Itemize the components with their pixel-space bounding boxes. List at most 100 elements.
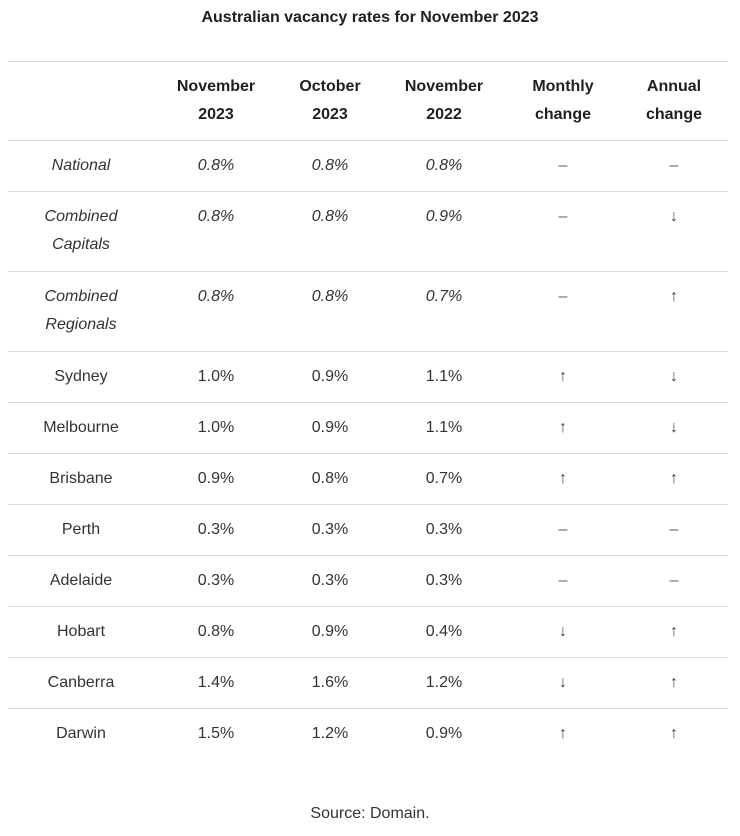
region-name: Adelaide bbox=[49, 572, 113, 589]
table-row: National 0.8% 0.8% 0.8% – – bbox=[8, 140, 728, 192]
rate-nov2022: 0.7% bbox=[425, 470, 463, 487]
header-annual-change-line1: Annual bbox=[646, 78, 702, 95]
rate-nov2023-cell: 0.8% bbox=[154, 140, 278, 192]
monthly-change-indicator: – bbox=[558, 208, 568, 225]
rate-oct2023-cell: 1.6% bbox=[278, 657, 382, 709]
region-cell: Sydney bbox=[8, 351, 154, 403]
annual-change-indicator: – bbox=[669, 521, 679, 538]
annual-change-cell: ↓ bbox=[620, 191, 728, 272]
rate-nov2023-cell: 0.8% bbox=[154, 606, 278, 658]
table-row: Sydney 1.0% 0.9% 1.1% ↑ ↓ bbox=[8, 351, 728, 403]
rate-nov2022-cell: 0.7% bbox=[382, 453, 506, 505]
annual-change-indicator: ↑ bbox=[670, 470, 678, 487]
header-nov-2023: November 2023 bbox=[154, 61, 278, 141]
rate-nov2023: 0.3% bbox=[197, 572, 235, 589]
monthly-change-cell: ↑ bbox=[506, 709, 620, 760]
rate-oct2023: 0.3% bbox=[311, 521, 349, 538]
region-name: Hobart bbox=[56, 623, 106, 640]
vacancy-rates-table: November 2023 October 2023 November 2022… bbox=[8, 61, 728, 760]
rate-nov2023: 1.5% bbox=[197, 725, 235, 742]
annual-change-indicator: – bbox=[669, 157, 679, 174]
annual-change-cell: – bbox=[620, 504, 728, 556]
rate-nov2023: 1.0% bbox=[197, 368, 235, 385]
rate-oct2023: 0.8% bbox=[311, 470, 349, 487]
rate-nov2023: 1.4% bbox=[197, 674, 235, 691]
monthly-change-indicator: ↓ bbox=[559, 674, 567, 691]
annual-change-indicator: ↓ bbox=[670, 419, 678, 436]
annual-change-cell: – bbox=[620, 555, 728, 607]
rate-nov2023-cell: 0.9% bbox=[154, 453, 278, 505]
monthly-change-indicator: – bbox=[558, 572, 568, 589]
rate-nov2023: 1.0% bbox=[197, 419, 235, 436]
header-region bbox=[8, 61, 154, 141]
monthly-change-indicator: ↑ bbox=[559, 470, 567, 487]
rate-oct2023: 0.9% bbox=[311, 419, 349, 436]
rate-nov2022: 0.4% bbox=[425, 623, 463, 640]
monthly-change-cell: – bbox=[506, 271, 620, 352]
annual-change-indicator: ↓ bbox=[670, 208, 678, 225]
monthly-change-indicator: – bbox=[558, 288, 568, 305]
annual-change-indicator: – bbox=[669, 572, 679, 589]
annual-change-cell: ↑ bbox=[620, 271, 728, 352]
rate-nov2022: 1.2% bbox=[425, 674, 463, 691]
table-header: November 2023 October 2023 November 2022… bbox=[8, 61, 728, 141]
region-cell: Hobart bbox=[8, 606, 154, 658]
header-annual-change-line2: change bbox=[645, 106, 702, 123]
region-name: Darwin bbox=[56, 725, 106, 742]
rate-nov2022-cell: 1.1% bbox=[382, 402, 506, 454]
rate-oct2023: 1.2% bbox=[311, 725, 349, 742]
rate-nov2022-cell: 0.7% bbox=[382, 271, 506, 352]
rate-oct2023-cell: 0.9% bbox=[278, 606, 382, 658]
rate-oct2023: 0.9% bbox=[311, 368, 349, 385]
table-row: Hobart 0.8% 0.9% 0.4% ↓ ↑ bbox=[8, 606, 728, 658]
annual-change-cell: ↑ bbox=[620, 657, 728, 709]
region-name: National bbox=[51, 157, 111, 174]
rate-nov2023: 0.8% bbox=[197, 623, 235, 640]
rate-oct2023-cell: 0.8% bbox=[278, 140, 382, 192]
monthly-change-indicator: ↑ bbox=[559, 419, 567, 436]
annual-change-cell: ↑ bbox=[620, 606, 728, 658]
rate-nov2022-cell: 1.1% bbox=[382, 351, 506, 403]
rate-oct2023: 1.6% bbox=[311, 674, 349, 691]
header-monthly-change: Monthly change bbox=[506, 61, 620, 141]
rate-oct2023: 0.8% bbox=[311, 208, 349, 225]
region-name: Combined bbox=[44, 288, 118, 305]
region-cell: Canberra bbox=[8, 657, 154, 709]
header-nov-2022: November 2022 bbox=[382, 61, 506, 141]
header-annual-change: Annual change bbox=[620, 61, 728, 141]
rate-oct2023-cell: 0.9% bbox=[278, 351, 382, 403]
header-nov-2023-line1: November bbox=[176, 78, 256, 95]
monthly-change-cell: – bbox=[506, 191, 620, 272]
region-name: Capitals bbox=[52, 236, 110, 253]
rate-oct2023-cell: 0.9% bbox=[278, 402, 382, 454]
rate-oct2023-cell: 0.3% bbox=[278, 504, 382, 556]
table-row: Combined Capitals 0.8% 0.8% 0.9% – ↓ bbox=[8, 191, 728, 272]
region-cell: Melbourne bbox=[8, 402, 154, 454]
rate-oct2023-cell: 0.8% bbox=[278, 453, 382, 505]
rate-nov2023-cell: 1.0% bbox=[154, 351, 278, 403]
rate-nov2022: 0.8% bbox=[425, 157, 463, 174]
rate-oct2023-cell: 1.2% bbox=[278, 709, 382, 760]
rate-oct2023-cell: 0.8% bbox=[278, 191, 382, 272]
annual-change-cell: ↑ bbox=[620, 453, 728, 505]
rate-nov2022: 0.3% bbox=[425, 521, 463, 538]
rate-oct2023: 0.9% bbox=[311, 623, 349, 640]
monthly-change-cell: – bbox=[506, 555, 620, 607]
rate-nov2023-cell: 1.0% bbox=[154, 402, 278, 454]
table-row: Perth 0.3% 0.3% 0.3% – – bbox=[8, 504, 728, 556]
table-row: Darwin 1.5% 1.2% 0.9% ↑ ↑ bbox=[8, 709, 728, 760]
region-name: Brisbane bbox=[49, 470, 113, 487]
annual-change-cell: – bbox=[620, 140, 728, 192]
rate-nov2022: 1.1% bbox=[425, 419, 463, 436]
region-cell: Combined Regionals bbox=[8, 271, 154, 352]
rate-oct2023: 0.3% bbox=[311, 572, 349, 589]
rate-nov2023: 0.8% bbox=[197, 208, 235, 225]
table-row: Melbourne 1.0% 0.9% 1.1% ↑ ↓ bbox=[8, 402, 728, 454]
rate-nov2022: 0.9% bbox=[425, 725, 463, 742]
annual-change-indicator: ↓ bbox=[670, 368, 678, 385]
table-title: Australian vacancy rates for November 20… bbox=[201, 9, 539, 26]
header-nov-2022-line2: 2022 bbox=[426, 106, 462, 123]
region-cell: National bbox=[8, 140, 154, 192]
annual-change-indicator: ↑ bbox=[670, 725, 678, 742]
table-row: Canberra 1.4% 1.6% 1.2% ↓ ↑ bbox=[8, 657, 728, 709]
